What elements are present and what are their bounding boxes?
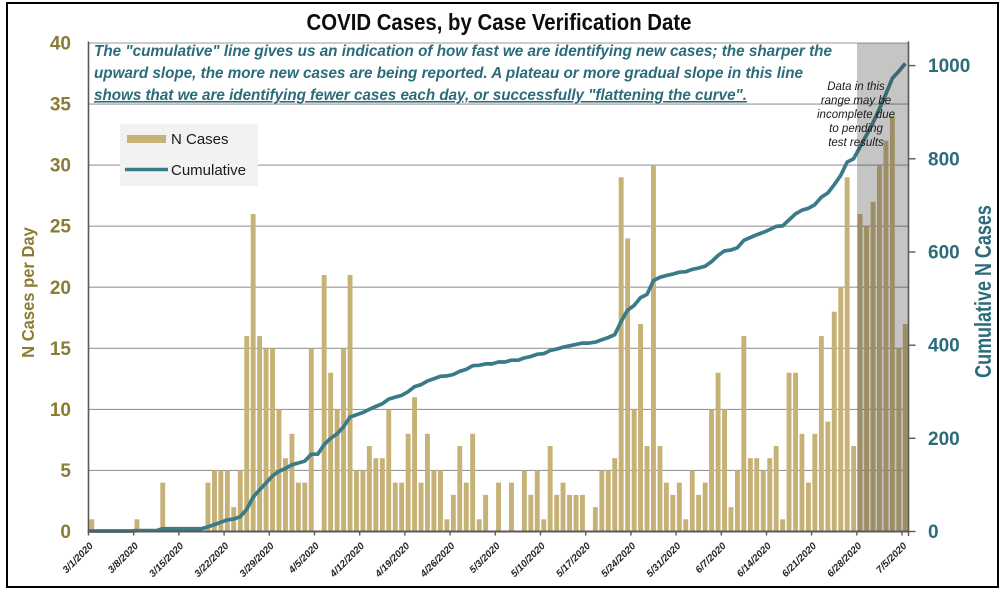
svg-text:5/17/2020: 5/17/2020 [554,540,593,579]
svg-text:test results: test results [828,137,884,149]
svg-text:40: 40 [50,34,71,55]
svg-text:to pending: to pending [829,123,883,135]
svg-text:range may be: range may be [821,95,891,107]
svg-text:N Cases per Day: N Cases per Day [19,227,39,358]
svg-text:5/24/2020: 5/24/2020 [599,540,638,579]
svg-text:7/5/2020: 7/5/2020 [874,540,909,575]
svg-text:4/12/2020: 4/12/2020 [327,540,367,580]
svg-text:20: 20 [50,278,71,299]
svg-text:Data in this: Data in this [827,81,885,93]
svg-text:15: 15 [50,339,72,360]
svg-text:6/14/2020: 6/14/2020 [735,540,774,579]
svg-text:3/29/2020: 3/29/2020 [238,540,277,579]
svg-text:shows that we are identifying: shows that we are identifying fewer case… [94,87,747,104]
svg-text:0: 0 [60,522,71,543]
svg-text:200: 200 [928,429,960,450]
svg-text:3/1/2020: 3/1/2020 [61,540,96,575]
svg-text:4/19/2020: 4/19/2020 [373,540,413,580]
svg-text:Cumulative: Cumulative [171,162,246,179]
svg-text:5: 5 [60,461,71,482]
svg-text:4/26/2020: 4/26/2020 [418,540,458,580]
svg-text:5/3/2020: 5/3/2020 [468,540,503,575]
svg-text:upward slope, the more new cas: upward slope, the more new cases are bei… [94,65,803,82]
svg-text:6/7/2020: 6/7/2020 [694,540,729,575]
svg-text:3/15/2020: 3/15/2020 [147,540,186,579]
svg-text:25: 25 [50,217,72,238]
svg-text:3/22/2020: 3/22/2020 [193,540,232,579]
svg-text:4/5/2020: 4/5/2020 [286,540,322,576]
svg-text:incomplete due: incomplete due [817,109,895,121]
svg-text:3/8/2020: 3/8/2020 [106,540,141,575]
svg-text:COVID Cases, by Case Verificat: COVID Cases, by Case Verification Date [307,9,692,35]
svg-text:400: 400 [928,336,960,357]
svg-text:6/21/2020: 6/21/2020 [780,540,819,579]
svg-text:6/28/2020: 6/28/2020 [825,540,864,579]
svg-text:10: 10 [50,400,71,421]
svg-text:35: 35 [50,95,72,116]
svg-text:0: 0 [928,522,939,543]
svg-text:1000: 1000 [928,56,970,77]
svg-text:N Cases: N Cases [171,131,229,148]
svg-text:Cumulative N Cases: Cumulative N Cases [971,205,997,378]
svg-text:5/31/2020: 5/31/2020 [645,540,684,579]
svg-text:800: 800 [928,149,960,170]
svg-text:The "cumulative" line gives u: The "cumulative" line gives us an indica… [94,43,832,60]
svg-text:600: 600 [928,243,960,264]
svg-text:30: 30 [50,156,71,177]
svg-text:5/10/2020: 5/10/2020 [509,540,548,579]
